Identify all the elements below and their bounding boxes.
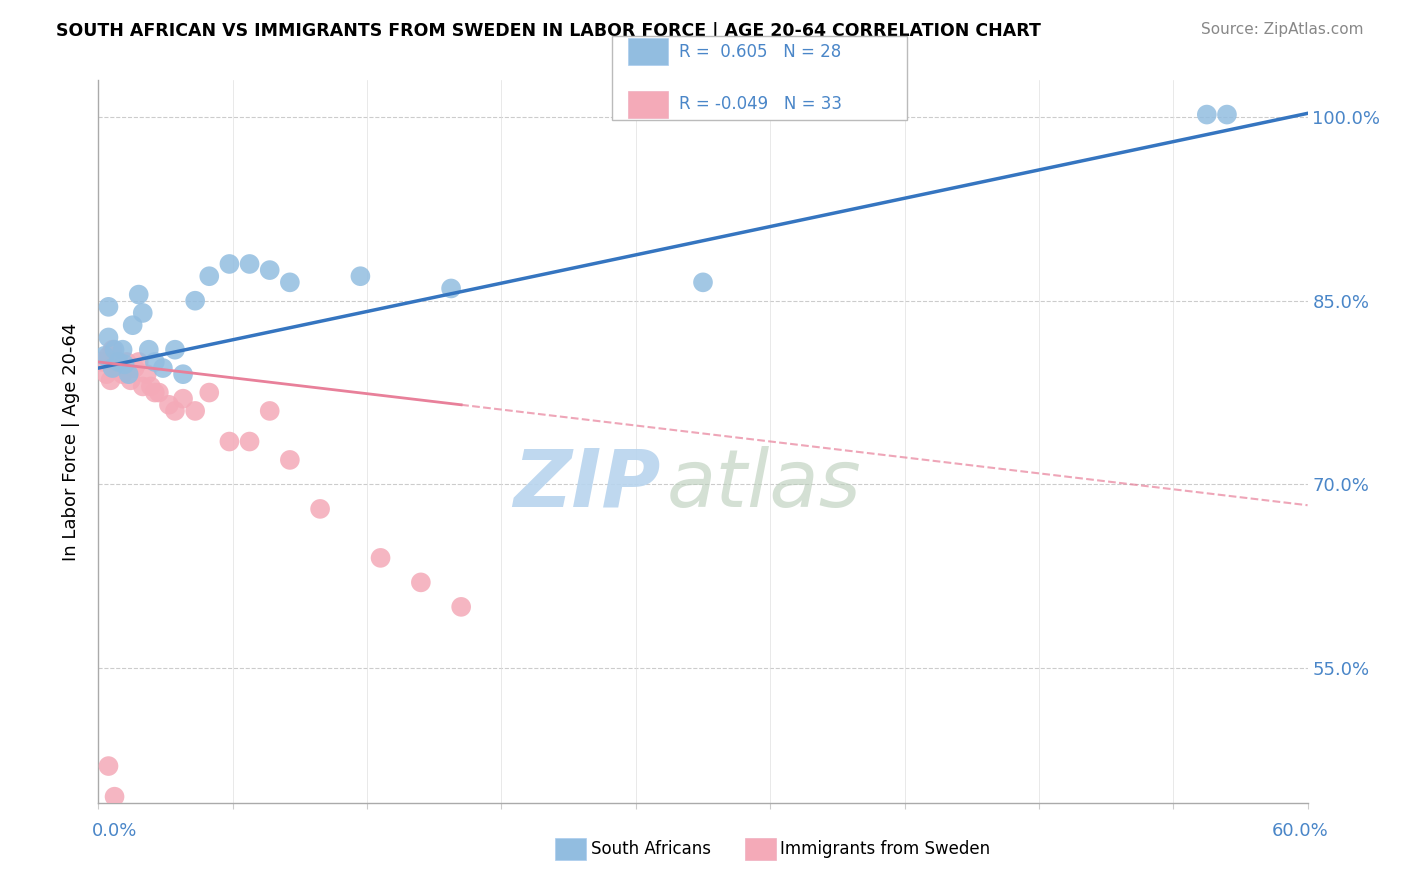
Point — [103, 343, 125, 357]
Point — [100, 373, 122, 387]
Point — [218, 434, 240, 449]
Point — [107, 355, 129, 369]
Point — [198, 385, 221, 400]
Point — [128, 287, 150, 301]
Text: South Africans: South Africans — [591, 840, 710, 858]
Text: R =  0.605   N = 28: R = 0.605 N = 28 — [679, 43, 841, 61]
Point — [163, 404, 186, 418]
Point — [309, 502, 332, 516]
Point — [163, 343, 186, 357]
Point — [349, 269, 371, 284]
Point — [97, 330, 120, 344]
Point — [370, 550, 392, 565]
Point — [692, 276, 714, 290]
Point — [132, 379, 155, 393]
Text: SOUTH AFRICAN VS IMMIGRANTS FROM SWEDEN IN LABOR FORCE | AGE 20-64 CORRELATION C: SOUTH AFRICAN VS IMMIGRANTS FROM SWEDEN … — [56, 22, 1040, 40]
Point — [1195, 107, 1218, 121]
Point — [278, 453, 301, 467]
Point — [97, 759, 120, 773]
Point — [114, 358, 136, 372]
Point — [118, 367, 141, 381]
Point — [139, 379, 162, 393]
Point — [143, 385, 166, 400]
Point — [97, 349, 120, 363]
Point — [128, 355, 150, 369]
Point — [148, 385, 170, 400]
Point — [138, 343, 160, 357]
Point — [278, 276, 301, 290]
Point — [198, 269, 221, 284]
Point — [172, 392, 194, 406]
Text: R = -0.049   N = 33: R = -0.049 N = 33 — [679, 95, 842, 113]
Point — [105, 361, 128, 376]
Point — [120, 373, 142, 387]
Point — [97, 300, 120, 314]
Point — [152, 361, 174, 376]
Y-axis label: In Labor Force | Age 20-64: In Labor Force | Age 20-64 — [62, 322, 80, 561]
Point — [115, 355, 138, 369]
Point — [121, 318, 143, 333]
Point — [103, 355, 125, 369]
Point — [93, 349, 115, 363]
Point — [259, 404, 281, 418]
Text: Immigrants from Sweden: Immigrants from Sweden — [780, 840, 990, 858]
Point — [409, 575, 432, 590]
Point — [450, 599, 472, 614]
Point — [184, 293, 207, 308]
Point — [1216, 107, 1239, 121]
Point — [101, 343, 124, 357]
Point — [143, 355, 166, 369]
Point — [440, 281, 463, 295]
Point — [239, 257, 262, 271]
Point — [91, 355, 114, 369]
Point — [132, 306, 155, 320]
Point — [184, 404, 207, 418]
Text: ZIP: ZIP — [513, 446, 661, 524]
Point — [111, 343, 134, 357]
Text: 0.0%: 0.0% — [91, 822, 136, 840]
Point — [239, 434, 262, 449]
Point — [135, 367, 157, 381]
Point — [103, 789, 125, 804]
Point — [96, 367, 118, 381]
Point — [124, 361, 146, 376]
Point — [172, 367, 194, 381]
Text: atlas: atlas — [666, 446, 862, 524]
Point — [107, 355, 129, 369]
Text: Source: ZipAtlas.com: Source: ZipAtlas.com — [1201, 22, 1364, 37]
Point — [259, 263, 281, 277]
Point — [111, 367, 134, 381]
Point — [101, 361, 124, 376]
Text: 60.0%: 60.0% — [1272, 822, 1329, 840]
Point — [218, 257, 240, 271]
Point — [157, 398, 180, 412]
